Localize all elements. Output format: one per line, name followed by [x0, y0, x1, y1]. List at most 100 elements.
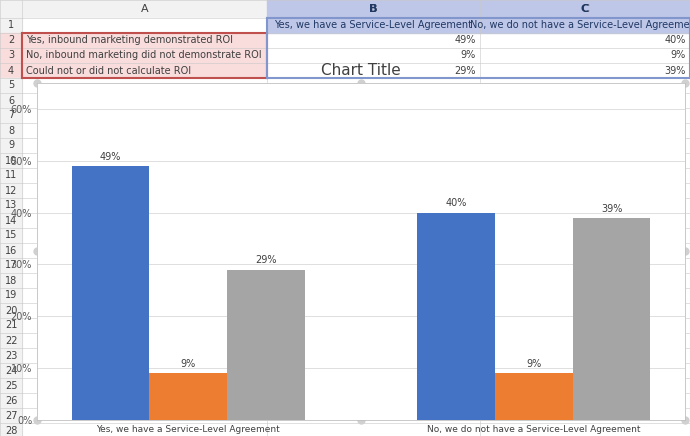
- Text: 16: 16: [5, 245, 17, 255]
- Text: 11: 11: [5, 170, 17, 181]
- Bar: [480, 213, 690, 228]
- Text: Yes, inbound marketing demonstrated ROI: Yes, inbound marketing demonstrated ROI: [26, 35, 233, 45]
- Text: 22: 22: [5, 335, 17, 345]
- Bar: [22, 228, 267, 243]
- Bar: [267, 303, 480, 318]
- Bar: [22, 153, 267, 168]
- Text: 6: 6: [8, 95, 14, 106]
- Bar: [480, 273, 690, 288]
- Bar: [480, 423, 690, 436]
- Text: 18: 18: [5, 276, 17, 286]
- Bar: [267, 48, 480, 63]
- Bar: [480, 33, 690, 48]
- Bar: [22, 48, 267, 63]
- Text: B: B: [370, 4, 377, 14]
- Bar: [0, 0, 690, 18]
- Text: 9%: 9%: [181, 359, 196, 369]
- Bar: [495, 373, 573, 420]
- Text: 23: 23: [5, 351, 17, 361]
- Bar: [22, 318, 267, 333]
- Bar: [480, 93, 690, 108]
- Bar: [0, 228, 22, 243]
- Text: 39%: 39%: [664, 65, 686, 75]
- Bar: [267, 138, 480, 153]
- Bar: [22, 393, 267, 408]
- Bar: [22, 78, 267, 93]
- Text: 12: 12: [5, 185, 17, 195]
- Bar: [0, 0, 22, 18]
- Text: 2: 2: [8, 35, 14, 45]
- Bar: [480, 318, 690, 333]
- Bar: [267, 393, 480, 408]
- Bar: [267, 423, 480, 436]
- Bar: [267, 408, 480, 423]
- Bar: [0, 33, 22, 48]
- Bar: [0, 303, 22, 318]
- Bar: [0, 408, 22, 423]
- Bar: [480, 408, 690, 423]
- Bar: [0, 243, 22, 258]
- Bar: [267, 243, 480, 258]
- Text: 5: 5: [8, 81, 14, 91]
- Text: 27: 27: [5, 411, 17, 420]
- Bar: [267, 63, 480, 78]
- Bar: [22, 213, 267, 228]
- Bar: [22, 258, 267, 273]
- Bar: [22, 333, 267, 348]
- Bar: [267, 258, 480, 273]
- Text: 8: 8: [8, 126, 14, 136]
- Text: 9%: 9%: [671, 51, 686, 61]
- Bar: [480, 123, 690, 138]
- Bar: [480, 288, 690, 303]
- Bar: [22, 93, 267, 108]
- Bar: [267, 93, 480, 108]
- Text: 14: 14: [5, 215, 17, 225]
- Text: 20: 20: [5, 306, 17, 316]
- Bar: [22, 408, 267, 423]
- Bar: [480, 393, 690, 408]
- Bar: [0, 378, 22, 393]
- Bar: [0, 393, 22, 408]
- Bar: [0, 363, 22, 378]
- Text: 24: 24: [5, 365, 17, 375]
- Bar: [0, 78, 22, 93]
- Text: 25: 25: [5, 381, 17, 391]
- Text: No, inbound marketing did not demonstrate ROI: No, inbound marketing did not demonstrat…: [26, 51, 262, 61]
- Bar: [22, 363, 267, 378]
- Bar: [480, 333, 690, 348]
- Bar: [22, 288, 267, 303]
- Bar: [0, 273, 22, 288]
- Text: 28: 28: [5, 426, 17, 436]
- Bar: [0, 138, 22, 153]
- Bar: [22, 273, 267, 288]
- Bar: [267, 228, 480, 243]
- Bar: [0, 318, 22, 333]
- Text: 4: 4: [8, 65, 14, 75]
- Bar: [0, 183, 22, 198]
- Bar: [267, 363, 480, 378]
- Bar: [0, 63, 22, 78]
- Bar: [0, 108, 22, 123]
- Bar: [267, 78, 480, 93]
- Bar: [480, 153, 690, 168]
- Bar: [267, 213, 480, 228]
- Bar: [480, 78, 690, 93]
- Text: 9: 9: [8, 140, 14, 150]
- Text: 21: 21: [5, 320, 17, 330]
- Text: 29%: 29%: [255, 255, 277, 266]
- Bar: [267, 108, 480, 123]
- Text: 9%: 9%: [526, 359, 542, 369]
- Bar: [22, 303, 267, 318]
- Bar: [267, 288, 480, 303]
- Text: A: A: [141, 4, 148, 14]
- Bar: [480, 18, 690, 33]
- Bar: [480, 303, 690, 318]
- Text: 19: 19: [5, 290, 17, 300]
- Text: 40%: 40%: [664, 35, 686, 45]
- Bar: [22, 18, 267, 33]
- Bar: [22, 33, 267, 48]
- Bar: [37, 83, 685, 420]
- Text: 49%: 49%: [100, 152, 121, 162]
- Bar: [0, 168, 22, 183]
- Bar: [0, 0, 22, 18]
